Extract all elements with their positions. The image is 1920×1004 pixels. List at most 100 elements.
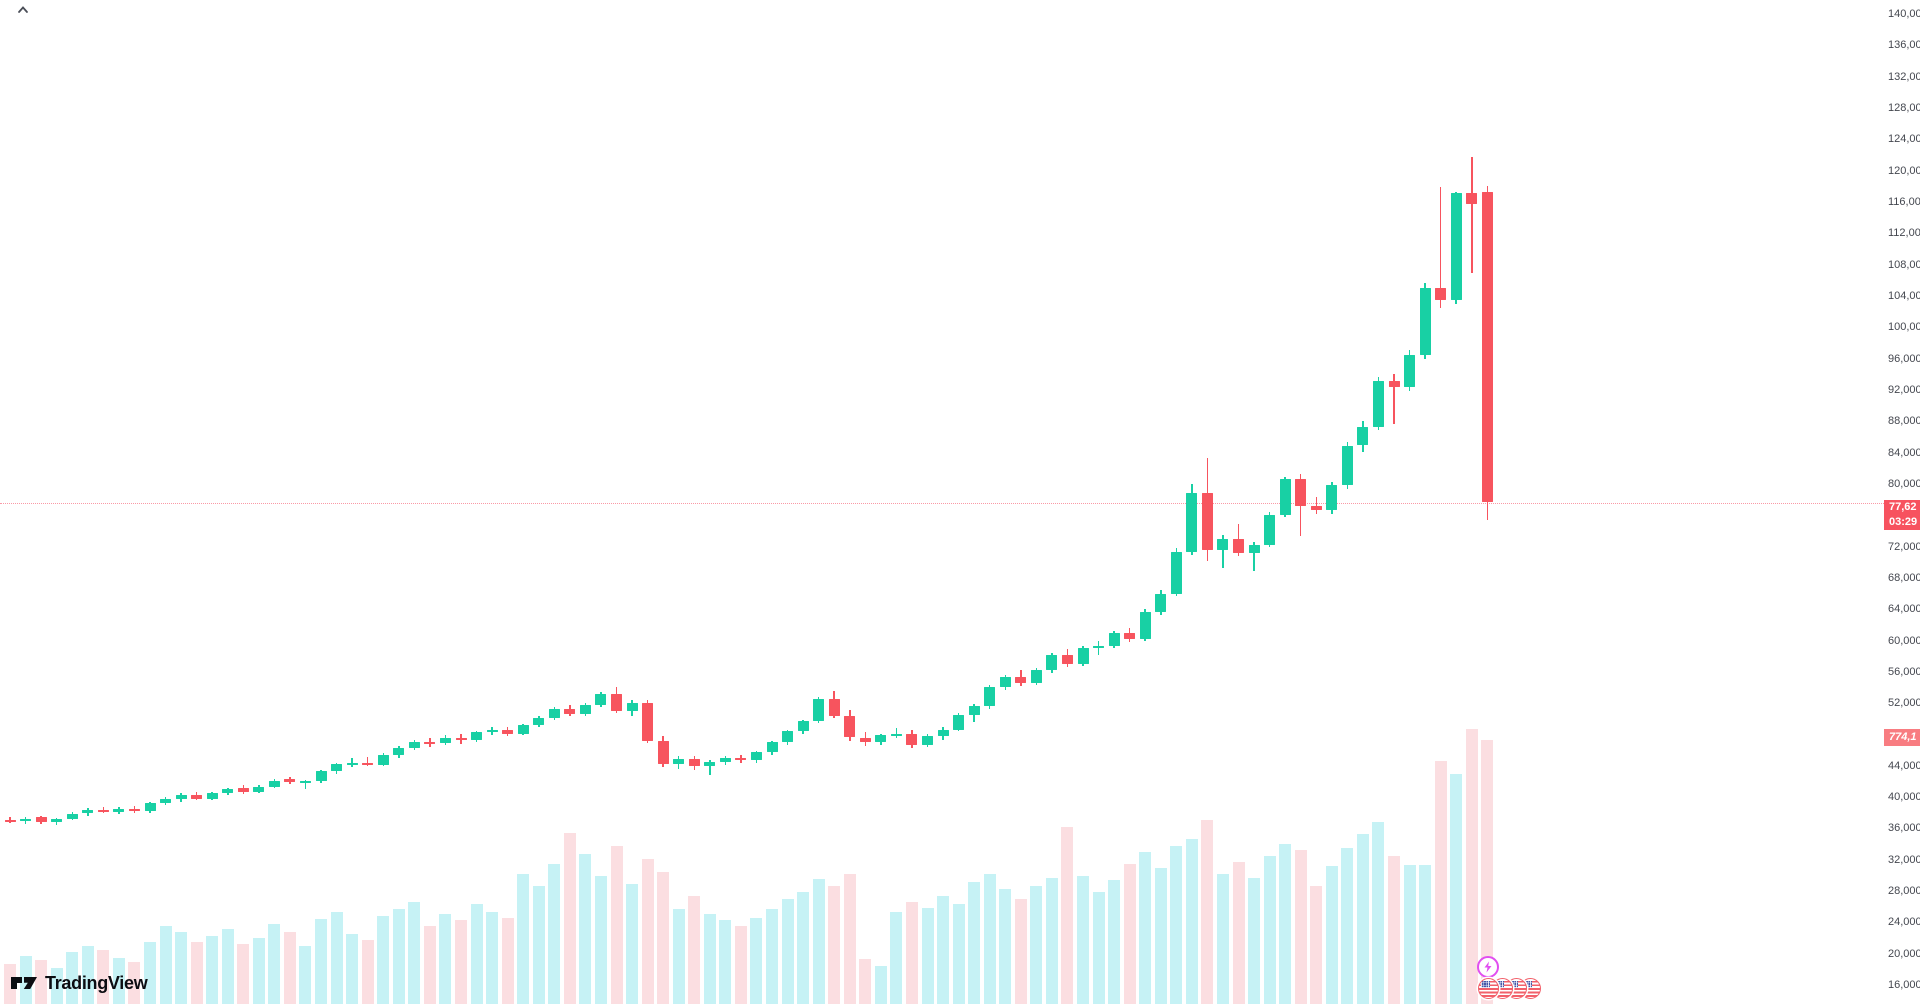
volume-bar <box>859 959 872 1004</box>
volume-bar <box>455 920 467 1004</box>
price-tick-label: 112,000 <box>1888 227 1920 240</box>
candle-body <box>875 735 887 743</box>
candle-body <box>673 758 685 765</box>
candle-wick <box>1471 157 1473 274</box>
volume-bar <box>299 946 312 1004</box>
volume-bar <box>843 874 856 1004</box>
candle-body <box>1061 655 1073 664</box>
candle-body <box>533 718 545 725</box>
volume-bar <box>517 874 530 1004</box>
candle-body <box>424 741 436 744</box>
price-tick-label: 44,000 <box>1888 759 1920 772</box>
flag-canton <box>1508 981 1518 988</box>
candle-wick <box>1253 541 1255 571</box>
volume-bar <box>175 932 188 1004</box>
volume-bar <box>937 896 949 1004</box>
flag-canton <box>1480 981 1490 988</box>
candle-body <box>922 736 933 745</box>
volume-bar <box>1403 865 1416 1004</box>
candle-body <box>719 757 731 762</box>
us-flag-reaction-icon[interactable] <box>1478 978 1499 999</box>
volume-bar <box>1310 886 1323 1004</box>
candle-body <box>82 809 94 814</box>
volume-bar <box>1170 846 1183 1004</box>
price-tick-label: 36,000 <box>1888 822 1920 835</box>
tradingview-logo[interactable]: TradingView <box>10 972 148 994</box>
volume-value: 774,1 <box>1889 731 1917 743</box>
volume-bar <box>283 932 296 1004</box>
price-tick-label: 108,000 <box>1888 258 1920 271</box>
volume-bar <box>252 938 265 1004</box>
candle-body <box>331 764 343 772</box>
last-price-value: 77,62 <box>1889 501 1917 513</box>
volume-bar <box>1434 761 1447 1004</box>
volume-bar <box>1294 850 1307 1004</box>
candle-body <box>735 757 747 761</box>
candle-body <box>268 780 280 787</box>
candle-body <box>1046 655 1058 671</box>
volume-bar <box>905 902 918 1004</box>
candle-body <box>1201 492 1213 551</box>
candle-body <box>1435 288 1447 300</box>
current-price-line <box>0 502 1920 504</box>
candle-body <box>1093 645 1104 649</box>
volume-bar <box>408 902 421 1004</box>
candle-body <box>377 754 389 765</box>
volume-bar <box>330 912 343 1004</box>
candle-body <box>937 729 949 736</box>
candle-body <box>315 771 327 782</box>
candle-body <box>284 779 296 783</box>
price-tick-label: 16,000 <box>1888 979 1920 991</box>
lightning-reaction-icon[interactable] <box>1477 956 1499 978</box>
candle-body <box>1326 485 1338 511</box>
candle-body <box>393 747 405 755</box>
candle-body <box>160 798 171 804</box>
volume-bar <box>968 882 981 1004</box>
candle-body <box>346 762 358 765</box>
candle-body <box>844 715 856 738</box>
volume-bar <box>1201 820 1214 1004</box>
volume-bar <box>1108 880 1120 1004</box>
price-tick-label: 40,000 <box>1888 791 1920 804</box>
volume-bar <box>1263 856 1276 1004</box>
price-tick-label: 24,000 <box>1888 916 1920 929</box>
price-tick-label: 72,000 <box>1888 540 1920 553</box>
volume-bar <box>1154 868 1167 1004</box>
volume-bar <box>1356 834 1369 1004</box>
candle-body <box>797 721 809 732</box>
volume-bar <box>4 964 16 1004</box>
volume-bar <box>346 934 359 1004</box>
candle-body <box>766 742 778 753</box>
price-tick-label: 20,000 <box>1888 947 1920 960</box>
volume-bar <box>159 926 172 1004</box>
candle-body <box>657 740 669 765</box>
price-tick-label: 52,000 <box>1888 697 1920 710</box>
candle-body <box>1186 492 1198 552</box>
candle-wick <box>1439 187 1442 308</box>
candle-body <box>906 734 918 745</box>
candle-body <box>66 813 78 819</box>
volume-bar <box>532 886 545 1004</box>
candle-body <box>486 729 498 732</box>
volume-bar <box>50 968 63 1004</box>
candle-body <box>1341 445 1353 486</box>
candle-body <box>1404 354 1415 387</box>
candle-body <box>859 737 871 743</box>
volume-bar <box>206 936 219 1004</box>
volume-bar <box>766 909 778 1004</box>
collapse-pane-caret-icon[interactable] <box>16 3 30 15</box>
volume-bar <box>361 940 374 1004</box>
price-tick-label: 68,000 <box>1888 571 1920 584</box>
volume-bar <box>1388 856 1400 1004</box>
price-tick-label: 32,000 <box>1888 853 1920 866</box>
candle-wick <box>9 816 11 823</box>
candle-body <box>890 734 902 737</box>
candle-body <box>408 741 420 748</box>
volume-bar <box>1185 839 1198 1004</box>
candle-wick <box>366 757 369 767</box>
candle-body <box>175 794 187 799</box>
volume-bar <box>890 912 903 1004</box>
tradingview-logo-icon <box>11 977 37 989</box>
volume-bar <box>828 886 841 1004</box>
